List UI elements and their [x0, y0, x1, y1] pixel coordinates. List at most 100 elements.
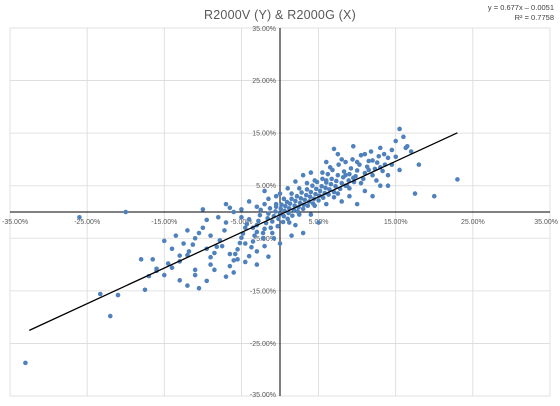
- data-point: [307, 194, 313, 200]
- data-point: [312, 203, 318, 208]
- data-point: [208, 254, 213, 260]
- data-point: [212, 250, 217, 256]
- data-point: [354, 168, 360, 173]
- data-point: [299, 190, 304, 195]
- data-point: [231, 270, 237, 275]
- data-point: [393, 154, 399, 160]
- data-point: [97, 291, 103, 297]
- data-point: [227, 205, 233, 211]
- data-point: [262, 188, 267, 194]
- data-point: [279, 202, 284, 207]
- data-point: [308, 212, 314, 217]
- data-point: [331, 146, 337, 152]
- y-tick-label: 5.00%: [256, 183, 276, 190]
- data-point: [268, 225, 274, 231]
- data-point: [214, 244, 220, 249]
- data-point: [269, 219, 275, 224]
- data-point: [339, 157, 345, 162]
- data-point: [323, 185, 328, 191]
- data-point: [254, 249, 260, 254]
- data-point: [358, 180, 364, 186]
- data-point: [381, 151, 387, 157]
- data-point: [275, 223, 280, 229]
- y-tick-label: -15.00%: [250, 288, 276, 295]
- data-point: [267, 206, 273, 211]
- data-point: [376, 153, 382, 159]
- data-point: [362, 188, 368, 194]
- trendline-equation: y = 0.677x – 0.0051: [487, 3, 554, 12]
- data-point: [377, 183, 383, 189]
- x-tick-label: -35.00%: [2, 219, 28, 226]
- data-point: [323, 201, 329, 207]
- data-point: [273, 209, 278, 214]
- data-point: [161, 272, 167, 278]
- data-point: [281, 213, 287, 219]
- trendline-r-squared: R² = 0.7758: [514, 12, 554, 22]
- data-point: [235, 257, 240, 262]
- data-point: [277, 241, 283, 246]
- data-point: [242, 241, 248, 246]
- data-point: [281, 196, 287, 202]
- data-point: [298, 196, 304, 201]
- data-point: [366, 167, 372, 173]
- data-point: [347, 171, 352, 177]
- data-point: [304, 187, 310, 192]
- data-point: [260, 230, 266, 236]
- data-point: [308, 189, 314, 195]
- y-tick-label: -25.00%: [250, 341, 276, 348]
- data-point: [374, 160, 380, 165]
- data-point: [223, 274, 229, 279]
- data-point: [347, 193, 352, 199]
- data-point: [192, 272, 198, 278]
- data-point: [293, 198, 298, 204]
- data-point: [335, 172, 341, 178]
- data-point: [239, 235, 244, 241]
- data-point: [196, 285, 202, 291]
- data-point: [317, 188, 323, 194]
- data-point: [348, 166, 354, 171]
- data-point: [366, 158, 372, 164]
- data-point: [455, 177, 460, 182]
- data-point: [266, 196, 271, 202]
- data-point: [397, 167, 402, 173]
- data-point: [401, 134, 406, 140]
- data-point: [397, 126, 402, 132]
- data-point: [329, 176, 334, 182]
- data-point: [341, 169, 347, 174]
- data-point: [350, 157, 355, 162]
- data-point: [328, 181, 334, 187]
- data-point: [235, 247, 240, 252]
- data-point: [227, 263, 233, 269]
- data-point: [300, 172, 306, 178]
- data-point: [320, 170, 325, 175]
- data-point: [303, 192, 309, 198]
- data-point: [258, 207, 264, 213]
- data-point: [285, 216, 291, 222]
- data-point: [335, 191, 341, 196]
- data-point: [370, 172, 375, 178]
- data-point: [181, 241, 186, 246]
- data-point: [262, 226, 267, 232]
- data-point: [260, 235, 266, 241]
- data-point: [204, 217, 210, 223]
- data-point: [308, 170, 314, 175]
- data-point: [323, 159, 329, 165]
- data-point: [302, 197, 307, 203]
- data-point: [350, 143, 356, 149]
- data-point: [246, 253, 252, 259]
- trendline-equation-box: y = 0.677x – 0.0051 R² = 0.7758: [488, 3, 554, 22]
- y-tick-label: -35.00%: [250, 392, 276, 399]
- data-point: [334, 178, 339, 184]
- data-point: [266, 211, 271, 216]
- data-point: [300, 206, 306, 212]
- data-point: [290, 213, 295, 218]
- data-point: [354, 159, 360, 165]
- data-point: [115, 292, 121, 298]
- data-point: [239, 207, 244, 212]
- data-point: [219, 243, 225, 249]
- data-point: [354, 201, 360, 207]
- data-point: [385, 183, 391, 189]
- data-point: [257, 212, 263, 218]
- data-point: [185, 228, 190, 233]
- x-tick-label: -5.00%: [230, 219, 252, 226]
